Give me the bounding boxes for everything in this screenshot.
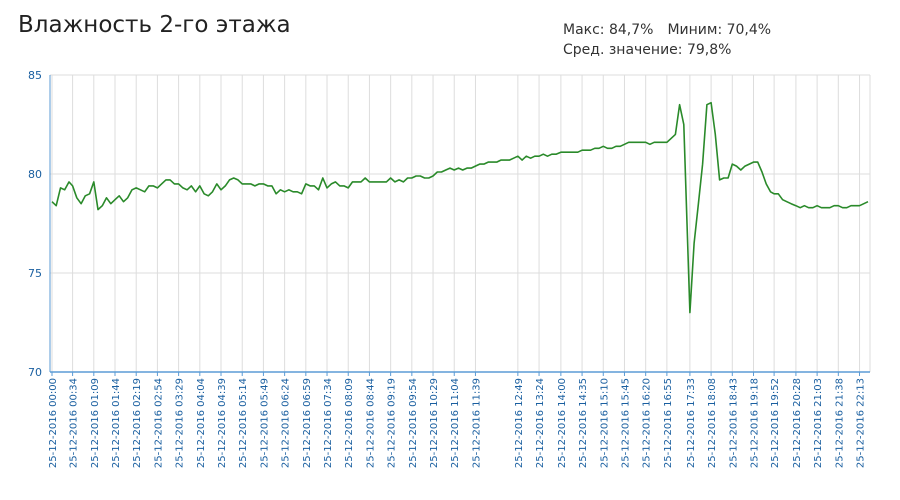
x-tick-label: 25-12-2016 05:49	[259, 378, 270, 468]
y-tick-label: 85	[28, 69, 42, 82]
x-tick-label: 25-12-2016 15:45	[620, 378, 631, 468]
x-tick-label: 25-12-2016 14:35	[578, 378, 589, 468]
x-tick-label: 25-12-2016 09:19	[387, 378, 398, 468]
x-tick-label: 25-12-2016 04:39	[217, 378, 228, 468]
x-tick-label: 25-12-2016 10:29	[429, 378, 440, 468]
x-tick-label: 25-12-2016 08:44	[365, 378, 376, 468]
x-tick-label: 25-12-2016 14:00	[557, 378, 568, 468]
x-tick-label: 25-12-2016 01:44	[111, 378, 122, 468]
x-tick-label: 25-12-2016 08:09	[344, 378, 355, 468]
y-tick-label: 75	[28, 267, 42, 280]
x-tick-label: 25-12-2016 16:20	[642, 378, 653, 468]
x-tick-label: 25-12-2016 07:34	[323, 378, 334, 468]
x-tick-label: 25-12-2016 00:00	[48, 378, 59, 468]
x-tick-label: 25-12-2016 06:24	[281, 378, 292, 468]
x-tick-label: 25-12-2016 22:13	[856, 378, 867, 468]
x-tick-label: 25-12-2016 21:03	[813, 378, 824, 468]
x-tick-label: 25-12-2016 18:43	[728, 378, 739, 468]
x-tick-label: 25-12-2016 02:19	[132, 378, 143, 468]
avg-value: Сред. значение: 79,8%	[563, 42, 732, 58]
humidity-series-line	[51, 101, 869, 314]
x-tick-label: 25-12-2016 02:54	[153, 378, 164, 468]
chart-title: Влажность 2-го этажа	[18, 12, 291, 38]
x-tick-label: 25-12-2016 03:29	[175, 378, 186, 468]
x-tick-label: 25-12-2016 15:10	[599, 378, 610, 468]
x-tick-label: 25-12-2016 05:14	[238, 378, 249, 468]
axes	[49, 75, 870, 373]
x-tick-label: 25-12-2016 18:08	[707, 378, 718, 468]
x-tick-label: 25-12-2016 13:24	[535, 378, 546, 468]
x-tick-label: 25-12-2016 11:04	[450, 378, 461, 468]
y-tick-label: 80	[28, 168, 42, 181]
x-tick-label: 25-12-2016 06:59	[302, 378, 313, 468]
x-tick-label: 25-12-2016 00:34	[69, 378, 80, 468]
x-tick-label: 25-12-2016 16:55	[663, 378, 674, 468]
x-tick-label: 25-12-2016 09:54	[408, 378, 419, 468]
y-tick-label: 70	[28, 366, 42, 379]
x-tick-label: 25-12-2016 01:09	[90, 378, 101, 468]
x-tick-label: 25-12-2016 21:38	[834, 378, 845, 468]
x-tick-label: 25-12-2016 19:52	[770, 378, 781, 468]
x-tick-label: 25-12-2016 11:39	[471, 378, 482, 468]
x-tick-label: 25-12-2016 19:18	[750, 378, 761, 468]
x-tick-label: 25-12-2016 12:49	[514, 378, 525, 468]
series-layer	[51, 101, 869, 314]
x-tick-label: 25-12-2016 17:33	[686, 378, 697, 468]
min-value: Миним: 70,4%	[667, 22, 772, 38]
stats-panel: Макс: 84,7% Миним: 70,4% Сред. значение: …	[563, 20, 771, 60]
grid-lines	[50, 74, 871, 373]
x-tick-label: 25-12-2016 04:04	[196, 378, 207, 468]
x-tick-label: 25-12-2016 20:28	[792, 378, 803, 468]
y-tick-labels: 70 75 80 85	[28, 69, 42, 379]
max-value: Макс: 84,7%	[563, 22, 654, 38]
x-tick-labels: 25-12-2016 00:00 25-12-2016 00:34 25-12-20…	[48, 372, 867, 468]
